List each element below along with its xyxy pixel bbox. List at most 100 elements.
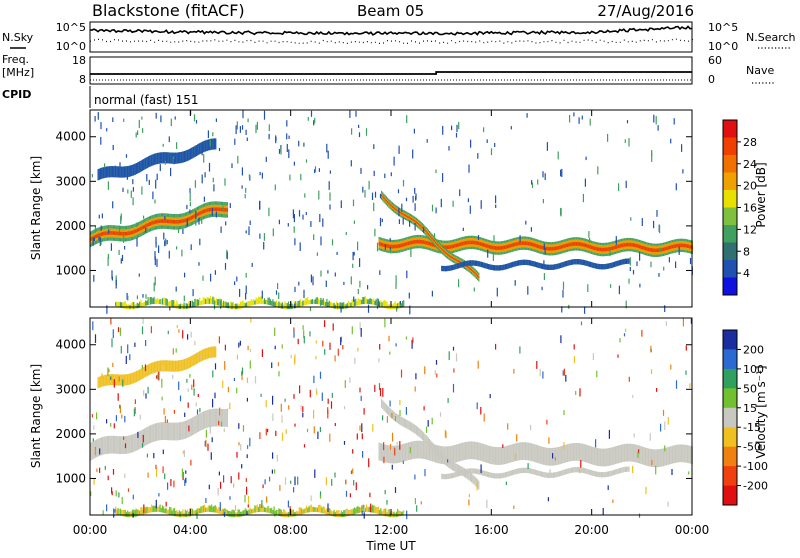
scatter-mark [177, 228, 180, 234]
scatter-mark [201, 151, 203, 156]
scatter-mark [544, 248, 546, 255]
scatter-mark [615, 236, 617, 245]
power-peak-mark [449, 255, 451, 258]
velocity-mark [111, 374, 114, 386]
scatter-mark [445, 431, 447, 439]
power-peak-mark [599, 247, 601, 252]
scatter-mark [360, 328, 362, 337]
velocity-mark [390, 409, 392, 419]
power-mark [579, 259, 581, 265]
scatter-mark [569, 114, 571, 123]
scatter-mark [394, 447, 396, 456]
power-mark [456, 263, 458, 269]
velocity-mark [467, 441, 469, 460]
scatter-mark [477, 235, 480, 240]
ground-scatter-mark [359, 299, 362, 305]
velocity-mark [432, 443, 434, 453]
velocity-mark [211, 346, 213, 358]
scatter-mark [215, 118, 217, 122]
velocity-mark [110, 435, 112, 454]
ground-scatter-mark [351, 299, 353, 307]
velocity-mark [103, 436, 105, 455]
power-peak-mark [148, 222, 150, 226]
power-mark [143, 159, 145, 171]
ground-scatter-mark [238, 509, 240, 517]
ground-scatter-mark [317, 298, 320, 305]
colorbar-tick-label: 4 [743, 267, 750, 280]
velocity-mark [628, 443, 630, 462]
power-peak-mark [165, 219, 167, 223]
scatter-mark [186, 378, 188, 383]
scatter-mark [234, 138, 236, 145]
velocity-mark [536, 470, 538, 476]
scatter-mark [229, 203, 231, 208]
power-mark [509, 262, 511, 268]
scatter-mark [218, 336, 220, 344]
velocity-mark [123, 436, 125, 454]
ground-scatter-mark [315, 297, 317, 304]
power-peak-mark [103, 231, 105, 236]
scatter-mark [156, 375, 158, 379]
ground-scatter-mark [215, 298, 218, 305]
ground-scatter-mark [375, 507, 377, 514]
power-mark [152, 154, 154, 166]
velocity-mark [665, 447, 667, 466]
velocity-mark [459, 465, 461, 475]
ground-scatter-mark [271, 301, 273, 306]
scatter-mark [310, 274, 312, 283]
power-mark [498, 265, 500, 271]
velocity-mark [160, 422, 162, 441]
scatter-mark [302, 406, 304, 413]
velocity-mark [558, 471, 560, 477]
scatter-mark [378, 300, 380, 307]
scatter-mark [358, 124, 360, 128]
power-peak-mark [198, 212, 200, 216]
scatter-mark [383, 442, 385, 451]
scatter-mark [689, 383, 691, 388]
power-peak-mark [644, 246, 647, 251]
ground-scatter-mark [308, 300, 310, 305]
velocity-mark [177, 360, 180, 372]
x-tick-label: 04:00 [173, 523, 208, 537]
scatter-mark [309, 389, 311, 398]
velocity-mark [421, 440, 423, 459]
scatter-mark [106, 419, 108, 424]
scatter-mark [303, 142, 305, 147]
ground-scatter-mark [167, 509, 170, 515]
velocity-mark [406, 419, 408, 429]
velocity-mark [222, 408, 224, 427]
scatter-mark [118, 249, 120, 255]
velocity-mark [207, 409, 209, 428]
scatter-mark [184, 412, 186, 417]
power-peak-mark [450, 256, 452, 258]
velocity-mark [199, 350, 201, 362]
velocity-mark [175, 422, 177, 441]
power-mark [561, 262, 563, 268]
power-mark [460, 262, 462, 268]
power-mark [538, 262, 540, 268]
scatter-mark [618, 183, 620, 192]
scatter-mark [93, 274, 95, 282]
ground-scatter-mark [131, 301, 134, 310]
ground-scatter-mark [249, 300, 251, 306]
velocity-mark [605, 471, 607, 478]
ground-scatter-mark [268, 507, 270, 513]
power-mark [531, 260, 533, 266]
velocity-mark [461, 442, 463, 461]
power-peak-mark [394, 244, 396, 249]
scatter-mark [238, 423, 240, 429]
ground-scatter-mark [398, 302, 400, 309]
scatter-mark [126, 174, 128, 180]
power-mark [137, 162, 139, 174]
power-peak-mark [571, 242, 573, 246]
velocity-mark [468, 468, 470, 474]
velocity-mark [520, 442, 522, 461]
power-peak-mark [557, 246, 559, 250]
ground-scatter-mark [203, 297, 206, 305]
ground-scatter-mark [232, 509, 234, 518]
scatter-mark [414, 222, 416, 231]
power-mark [550, 264, 552, 270]
ground-scatter-mark [358, 299, 360, 305]
scatter-mark [278, 219, 280, 225]
power-peak-mark [660, 248, 662, 252]
